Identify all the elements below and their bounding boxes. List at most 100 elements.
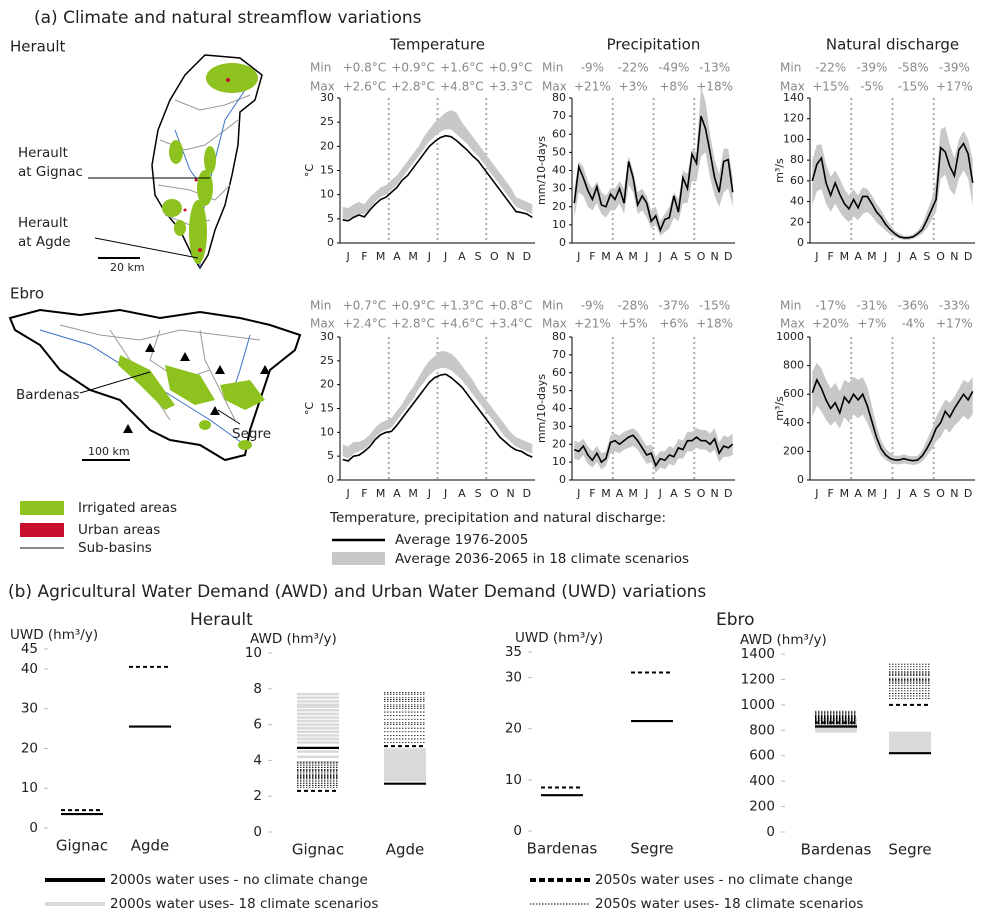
- y-tick-label: 70: [552, 109, 566, 122]
- x-tick-label: F: [361, 250, 367, 263]
- x-tick-label: O: [490, 487, 499, 500]
- season-max: +15%: [812, 80, 849, 94]
- row-label: Min: [542, 299, 563, 313]
- y-axis-label: AWD (hm³/y): [740, 632, 827, 648]
- scenario-band: [574, 428, 733, 473]
- y-tick-label: 20: [552, 200, 566, 213]
- season-min: -22%: [618, 61, 649, 75]
- x-tick-label: M: [408, 487, 418, 500]
- y-tick-label: 15: [320, 164, 334, 177]
- x-tick-label: J: [644, 487, 648, 500]
- row-label: Max: [542, 317, 567, 331]
- x-tick-label: A: [393, 487, 401, 500]
- row-label: Max: [780, 80, 805, 94]
- chart-title: Temperature: [389, 36, 485, 54]
- season-min: -9%: [581, 61, 604, 75]
- season-max: +2.6°C: [343, 80, 387, 94]
- season-max: +3%: [619, 80, 648, 94]
- y-tick-label: 80: [552, 91, 566, 104]
- x-tick-label: Gignac: [292, 841, 344, 859]
- y-tick-label: 30: [21, 701, 38, 717]
- y-tick-label: 200: [783, 444, 804, 457]
- y-tick-label: 20: [21, 740, 38, 756]
- y-tick-label: 30: [320, 91, 334, 104]
- x-tick-label: S: [923, 250, 930, 263]
- x-tick-label: D: [964, 250, 972, 263]
- y-tick-label: 0: [766, 824, 775, 840]
- x-tick-label: J: [644, 250, 648, 263]
- y-tick-label: 30: [505, 670, 522, 686]
- baseline-line: [811, 377, 974, 462]
- x-tick-label: Agde: [386, 841, 425, 859]
- baseline-line: [342, 373, 533, 462]
- season-max: +6%: [659, 317, 688, 331]
- y-tick-label: 140: [783, 91, 804, 104]
- x-tick-label: A: [458, 487, 466, 500]
- x-tick-label: J: [443, 250, 447, 263]
- x-tick-label: M: [408, 250, 418, 263]
- y-axis-label: m³/s: [773, 158, 786, 183]
- y-tick-label: 200: [749, 799, 775, 815]
- row-label: Max: [780, 317, 805, 331]
- x-tick-label: S: [923, 487, 930, 500]
- y-axis-label: °C: [303, 164, 316, 178]
- legend-label: Irrigated areas: [78, 500, 177, 516]
- season-max: +18%: [696, 80, 733, 94]
- season-max: -4%: [901, 317, 924, 331]
- x-tick-label: J: [346, 487, 350, 500]
- season-max: -15%: [898, 80, 929, 94]
- y-tick-label: 40: [552, 402, 566, 415]
- x-tick-label: M: [601, 487, 611, 500]
- season-max: +4.8°C: [440, 80, 484, 94]
- season-max: +3.3°C: [489, 80, 533, 94]
- y-tick-label: 600: [749, 748, 775, 764]
- y-tick-label: 6: [253, 717, 262, 733]
- x-tick-label: N: [507, 487, 515, 500]
- x-tick-label: Bardenas: [527, 840, 598, 858]
- x-tick-label: M: [628, 487, 638, 500]
- y-tick-label: 20: [320, 378, 334, 391]
- x-tick-label: A: [670, 250, 678, 263]
- map-label: at Agde: [18, 234, 71, 250]
- y-tick-label: 400: [783, 416, 804, 429]
- season-min: -58%: [898, 61, 929, 75]
- x-tick-label: M: [867, 487, 877, 500]
- x-tick-label: A: [854, 250, 862, 263]
- x-tick-label: F: [589, 250, 595, 263]
- x-tick-label: M: [376, 487, 386, 500]
- y-tick-label: 25: [320, 115, 334, 128]
- y-tick-label: 8: [253, 681, 262, 697]
- x-tick-label: D: [724, 250, 732, 263]
- map-label: Bardenas: [16, 387, 80, 403]
- y-tick-label: 60: [790, 174, 804, 187]
- map-scale: 20 km: [110, 261, 145, 274]
- ebro-map: [8, 308, 302, 462]
- legend-label: Average 1976-2005: [395, 532, 528, 548]
- x-tick-label: N: [950, 250, 958, 263]
- legend-label: Sub-basins: [78, 540, 152, 556]
- y-tick-label: 0: [559, 473, 566, 486]
- season-min: +0.9°C: [489, 61, 533, 75]
- y-tick-label: 20: [320, 139, 334, 152]
- x-tick-label: M: [840, 250, 850, 263]
- season-min: +0.9°C: [391, 299, 435, 313]
- panel-title: (a) Climate and natural streamflow varia…: [34, 8, 422, 28]
- season-max: +5%: [619, 317, 648, 331]
- baseline-line: [573, 115, 734, 233]
- x-tick-label: A: [854, 487, 862, 500]
- x-tick-label: S: [475, 250, 482, 263]
- y-tick-label: 40: [790, 195, 804, 208]
- x-tick-label: A: [909, 487, 917, 500]
- y-axis-label: mm/10-days: [535, 136, 548, 205]
- legend-title: Temperature, precipitation and natural d…: [329, 510, 666, 526]
- baseline-line: [342, 134, 533, 222]
- y-tick-label: 50: [552, 145, 566, 158]
- y-tick-label: 45: [21, 641, 38, 657]
- y-tick-label: 1000: [741, 697, 775, 713]
- y-tick-label: 2: [253, 788, 262, 804]
- y-tick-label: 1200: [741, 671, 775, 687]
- season-max: +17%: [936, 317, 973, 331]
- season-max: +2.8°C: [391, 80, 435, 94]
- season-min: -39%: [939, 61, 970, 75]
